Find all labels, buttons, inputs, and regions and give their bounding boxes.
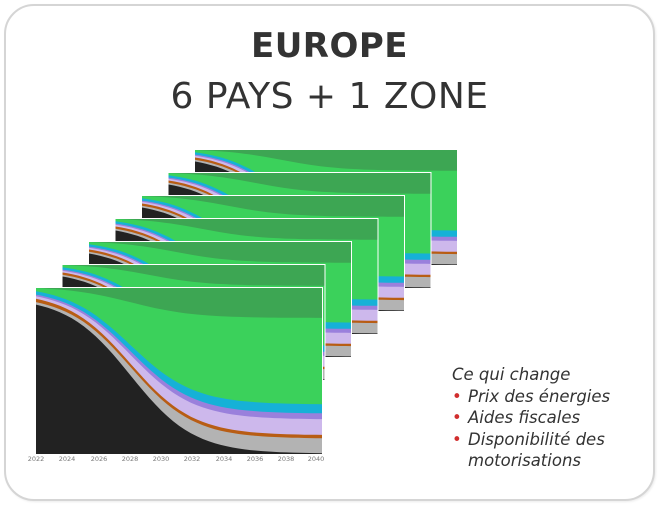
changes-box: Ce qui change • Prix des énergies • Aides … [442, 364, 647, 472]
list-item-label: Disponibilité des motorisations [468, 429, 605, 471]
x-tick-label: 2024 [58, 455, 76, 463]
x-tick-label: 2022 [27, 455, 45, 463]
x-tick-label: 2038 [277, 455, 295, 463]
x-tick-label: 2026 [90, 455, 108, 463]
list-item: • Aides fiscales [442, 407, 647, 429]
x-tick-label: 2030 [152, 455, 170, 463]
x-tick-label: 2040 [307, 455, 325, 463]
changes-heading: Ce qui change [452, 365, 571, 384]
x-tick-label: 2034 [215, 455, 233, 463]
list-item: • Disponibilité des motorisations [442, 429, 647, 472]
list-item: • Prix des énergies [442, 386, 647, 408]
bullet-icon: • [452, 386, 462, 406]
slide-subtitle: 6 PAYS + 1 ZONE [170, 76, 489, 117]
bullet-icon: • [452, 429, 462, 449]
changes-list: • Prix des énergies • Aides fiscales • Disp… [442, 386, 647, 472]
area-layer-dark [36, 304, 322, 454]
x-tick-label: 2028 [121, 455, 139, 463]
x-tick-label: 2032 [183, 455, 201, 463]
bullet-icon: • [452, 408, 462, 427]
x-tick-label: 2036 [246, 455, 264, 463]
list-item-label: Aides fiscales [468, 408, 581, 427]
list-item-label: Prix des énergies [468, 386, 611, 406]
chart-panel [35, 287, 323, 455]
slide-title: EUROPE [250, 26, 409, 66]
